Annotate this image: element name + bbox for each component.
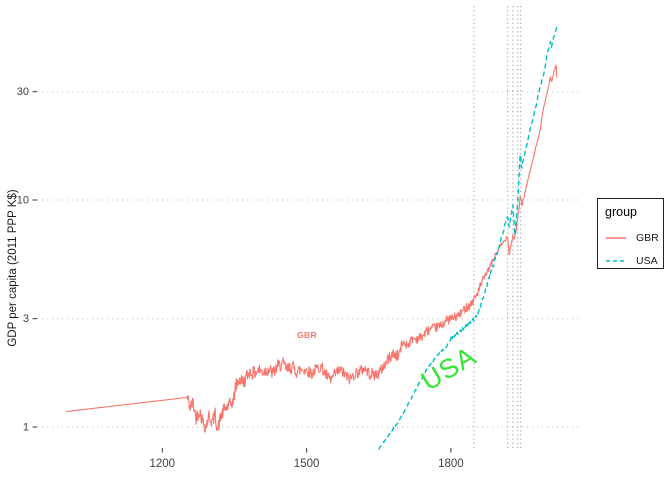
y-tick-label: 3: [23, 313, 29, 325]
series-line-gbr: [66, 64, 558, 433]
x-tick-label: 1200: [150, 458, 176, 470]
y-tick-label: 10: [17, 195, 29, 207]
legend-title: group: [605, 205, 637, 219]
y-tick-label: 1: [23, 422, 29, 434]
legend-label-usa: USA: [636, 254, 658, 267]
legend-item-usa[interactable]: USA: [605, 249, 663, 272]
y-tick-label: 30: [17, 86, 29, 98]
gbr-key-line-icon: [606, 236, 626, 239]
series-line-usa: [378, 26, 558, 450]
legend-item-gbr[interactable]: GBR: [605, 226, 663, 249]
x-tick-label: 1800: [438, 458, 464, 470]
legend: group GBR USA: [597, 198, 664, 269]
y-axis-title: GDP per capita (2011 PPP K$): [7, 189, 19, 347]
usa-key-line-icon: [606, 259, 626, 262]
legend-label-gbr: GBR: [636, 231, 659, 244]
gbr-annotation: GBR: [297, 330, 317, 340]
x-tick-label: 1500: [294, 458, 320, 470]
